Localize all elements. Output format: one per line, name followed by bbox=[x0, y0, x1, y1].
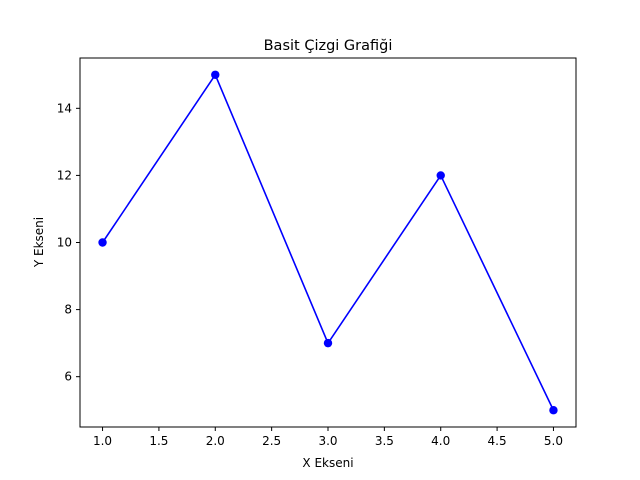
y-tick-label: 14 bbox=[57, 101, 72, 115]
x-tick-label: 2.0 bbox=[206, 434, 225, 448]
data-point bbox=[211, 70, 220, 79]
y-tick-label: 12 bbox=[57, 168, 72, 182]
ticks-layer: 1.0 1.5 2.0 2.5 3.0 3.5 4.0 4.5 5.0 6 8 10 12 14 bbox=[57, 101, 563, 448]
data-point bbox=[323, 338, 333, 348]
y-tick-label: 10 bbox=[57, 236, 72, 250]
x-tick-label: 4.0 bbox=[431, 434, 450, 448]
plot-frame bbox=[79, 57, 577, 428]
data-point bbox=[98, 238, 107, 247]
x-axis-label: X Ekseni bbox=[302, 456, 353, 470]
x-tick-label: 4.5 bbox=[488, 434, 507, 448]
data-point bbox=[436, 171, 445, 180]
x-tick-label: 5.0 bbox=[544, 434, 563, 448]
y-tick-label: 8 bbox=[64, 303, 72, 317]
x-tick-label: 2.5 bbox=[262, 434, 281, 448]
series-layer bbox=[98, 70, 558, 415]
x-tick-label: 1.0 bbox=[93, 434, 112, 448]
y-tick-label: 6 bbox=[64, 370, 72, 384]
y-axis-label: Y Ekseni bbox=[32, 217, 46, 268]
chart-title: Basit Çizgi Grafiği bbox=[264, 38, 393, 54]
x-tick-label: 3.0 bbox=[318, 434, 337, 448]
x-tick-label: 3.5 bbox=[375, 434, 394, 448]
x-tick-label: 1.5 bbox=[149, 434, 168, 448]
data-point bbox=[549, 406, 558, 415]
